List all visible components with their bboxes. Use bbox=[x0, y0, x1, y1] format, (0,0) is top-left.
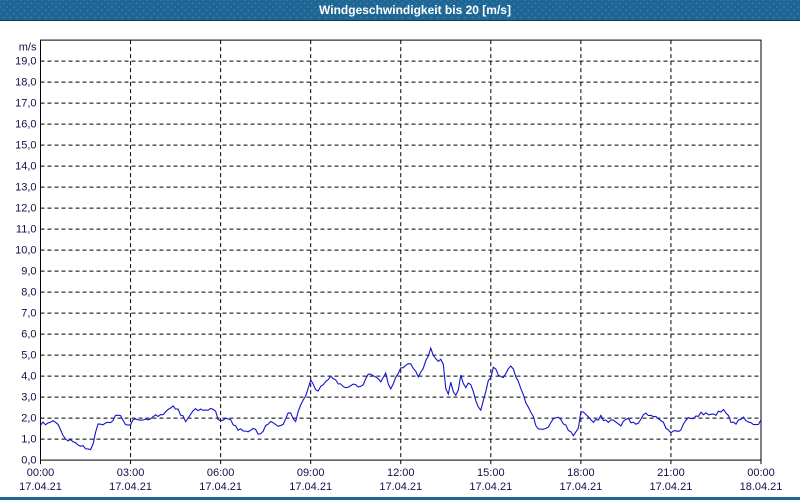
svg-text:2,0: 2,0 bbox=[21, 413, 36, 425]
svg-text:6,0: 6,0 bbox=[21, 329, 36, 341]
svg-text:18.04.21: 18.04.21 bbox=[740, 481, 783, 493]
svg-text:17.04.21: 17.04.21 bbox=[109, 481, 152, 493]
svg-text:17.04.21: 17.04.21 bbox=[289, 481, 332, 493]
svg-text:00:00: 00:00 bbox=[747, 467, 775, 479]
svg-text:8,0: 8,0 bbox=[21, 287, 36, 299]
svg-text:13,0: 13,0 bbox=[15, 182, 36, 194]
svg-text:14,0: 14,0 bbox=[15, 161, 36, 173]
svg-text:12,0: 12,0 bbox=[15, 203, 36, 215]
svg-text:03:00: 03:00 bbox=[117, 467, 145, 479]
svg-text:17.04.21: 17.04.21 bbox=[379, 481, 422, 493]
svg-text:0,0: 0,0 bbox=[21, 455, 36, 467]
svg-text:15:00: 15:00 bbox=[477, 467, 505, 479]
svg-text:10,0: 10,0 bbox=[15, 245, 36, 257]
svg-text:00:00: 00:00 bbox=[27, 467, 55, 479]
svg-text:17,0: 17,0 bbox=[15, 98, 36, 110]
svg-text:06:00: 06:00 bbox=[207, 467, 235, 479]
svg-text:17.04.21: 17.04.21 bbox=[469, 481, 512, 493]
svg-text:4,0: 4,0 bbox=[21, 371, 36, 383]
svg-text:16,0: 16,0 bbox=[15, 119, 36, 131]
svg-text:21:00: 21:00 bbox=[657, 467, 685, 479]
svg-text:17.04.21: 17.04.21 bbox=[199, 481, 242, 493]
svg-text:17.04.21: 17.04.21 bbox=[559, 481, 602, 493]
svg-text:18:00: 18:00 bbox=[567, 467, 595, 479]
svg-text:9,0: 9,0 bbox=[21, 266, 36, 278]
svg-text:15,0: 15,0 bbox=[15, 140, 36, 152]
svg-text:18,0: 18,0 bbox=[15, 77, 36, 89]
svg-text:11,0: 11,0 bbox=[16, 224, 37, 236]
svg-text:19,0: 19,0 bbox=[15, 56, 36, 68]
svg-text:m/s: m/s bbox=[19, 42, 37, 54]
svg-text:17.04.21: 17.04.21 bbox=[650, 481, 693, 493]
svg-text:1,0: 1,0 bbox=[21, 434, 36, 446]
svg-text:09:00: 09:00 bbox=[297, 467, 325, 479]
svg-text:12:00: 12:00 bbox=[387, 467, 415, 479]
svg-text:5,0: 5,0 bbox=[21, 350, 36, 362]
svg-text:17.04.21: 17.04.21 bbox=[19, 481, 62, 493]
svg-text:3,0: 3,0 bbox=[21, 392, 36, 404]
svg-text:7,0: 7,0 bbox=[21, 308, 36, 320]
